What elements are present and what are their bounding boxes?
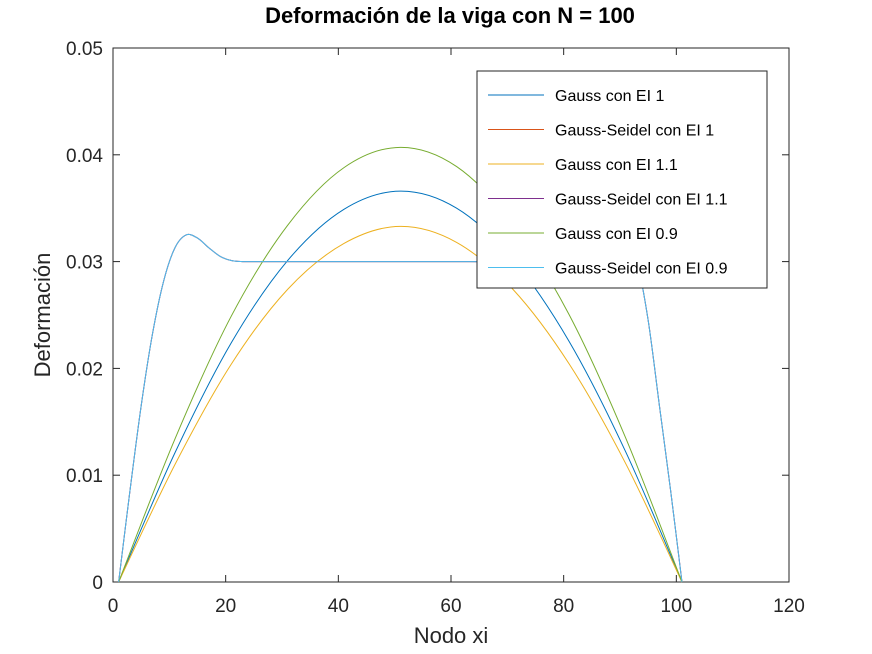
x-tick-label: 20: [215, 596, 236, 617]
x-tick-label: 120: [773, 596, 805, 617]
legend: Gauss con EI 1 Gauss-Seidel con EI 1 Gauss…: [476, 70, 768, 289]
legend-label: Gauss con EI 1: [555, 88, 664, 105]
series-line-3: [118, 225, 683, 583]
chart-title: Deformación de la viga con N = 100: [265, 3, 635, 28]
y-tick-label: 0.02: [66, 359, 103, 380]
legend-label: Gauss con EI 1.1: [555, 157, 678, 174]
x-tick-label: 0: [108, 596, 119, 617]
series-line-1: [118, 190, 683, 583]
x-axis-label: Nodo xi: [414, 623, 489, 648]
x-tick-label: 60: [440, 596, 461, 617]
y-tick-label: 0.03: [66, 253, 103, 274]
legend-label: Gauss-Seidel con EI 0.9: [555, 261, 728, 278]
series-line-5: [118, 146, 683, 583]
axis-ticks: 0 20 40 60 80 100 120 0 0.01 0.02 0.03 0.04 0.05: [66, 39, 805, 617]
y-tick-label: 0.01: [66, 466, 103, 487]
y-tick-label: 0.05: [66, 39, 103, 60]
legend-label: Gauss con EI 0.9: [555, 226, 678, 243]
x-tick-label: 100: [660, 596, 692, 617]
x-tick-label: 80: [553, 596, 574, 617]
legend-label: Gauss-Seidel con EI 1.1: [555, 192, 728, 209]
legend-box: [476, 70, 768, 289]
y-axis-label: Deformación: [30, 253, 55, 378]
y-tick-label: 0.04: [66, 146, 103, 167]
legend-label: Gauss-Seidel con EI 1: [555, 123, 714, 140]
y-tick-label: 0: [92, 573, 103, 594]
x-tick-label: 40: [328, 596, 349, 617]
